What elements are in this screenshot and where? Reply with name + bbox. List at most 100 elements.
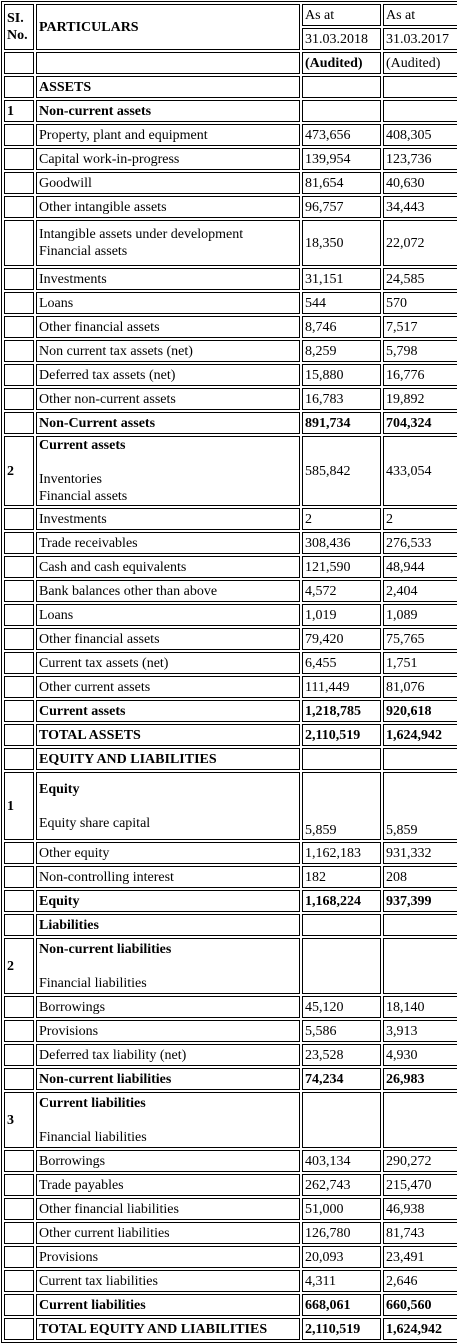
empty-cell [4,914,34,936]
table-row: Other financial assets 79,420 75,765 [4,628,457,650]
sl-number: 3 [4,1092,34,1148]
value-2017: 1,624,942 [383,1318,457,1340]
empty-cell [4,124,34,146]
value-2018: 544 [302,292,381,314]
header-row: SI. No. PARTICULARS As at As at [4,4,457,50]
header-row-3: (Audited) (Audited) [4,52,457,74]
table-row: Other financial liabilities 51,000 46,93… [4,1198,457,1220]
empty-cell [4,842,34,864]
table-row: Other current assets 111,449 81,076 [4,676,457,698]
table-row: Borrowings 403,134 290,272 [4,1150,457,1172]
value-2017: 23,491 [383,1246,457,1268]
value-2017: 920,618 [383,700,457,722]
table-row: Other financial assets 8,746 7,517 [4,316,457,338]
row-label: Other equity [36,842,300,864]
value-2017: 215,470 [383,1174,457,1196]
value-2017: 22,072 [383,220,457,266]
row-label: Other financial assets [36,316,300,338]
value-2017: 2 [383,508,457,530]
value-2017: 5,798 [383,340,457,362]
empty-cell [4,220,34,266]
value-2018: 139,954 [302,148,381,170]
empty-cell [383,100,457,122]
empty-cell [4,52,34,74]
value-2018: 79,420 [302,628,381,650]
row-label: Non-current liabilities [36,1068,300,1090]
empty-cell [4,292,34,314]
row-label: Other current assets [36,676,300,698]
empty-cell [4,364,34,386]
value-2018: 262,743 [302,1174,381,1196]
row-label: Other intangible assets [36,196,300,218]
table-row: Other non-current assets 16,783 19,892 [4,388,457,410]
table-row: Trade receivables 308,436 276,533 [4,532,457,554]
col-2017-audited: (Audited) [383,52,457,74]
value-2017: 26,983 [383,1068,457,1090]
row-label: Provisions [36,1246,300,1268]
value-2017: 48,944 [383,556,457,578]
table-row: Goodwill 81,654 40,630 [4,172,457,194]
row-label: Loans [36,292,300,314]
empty-cell [4,76,34,98]
table-row: Other current liabilities 126,780 81,743 [4,1222,457,1244]
value-2018: 308,436 [302,532,381,554]
table-row: Loans 544 570 [4,292,457,314]
table-row: 3 Current liabilities Financial liabilit… [4,1092,457,1148]
table-row: Deferred tax liability (net) 23,528 4,93… [4,1044,457,1066]
empty-cell [4,340,34,362]
empty-cell [4,1270,34,1292]
empty-cell [4,1068,34,1090]
value-2017: 16,776 [383,364,457,386]
col-2017-header-date: 31.03.2017 [383,28,457,50]
row-label: Goodwill [36,172,300,194]
empty-cell [4,196,34,218]
row-label: Current liabilities Financial liabilitie… [36,1092,300,1148]
sl-number: 1 [4,772,34,840]
value-2018: 2 [302,508,381,530]
empty-cell [4,148,34,170]
empty-cell [4,532,34,554]
value-2017: 75,765 [383,628,457,650]
row-label: Investments [36,508,300,530]
empty-cell [302,938,381,994]
empty-cell [302,100,381,122]
empty-cell [4,1222,34,1244]
value-2017: 433,054 [383,436,457,506]
value-2017: 1,089 [383,604,457,626]
table-row: 1 Equity Equity share capital 5,859 5,85… [4,772,457,840]
sl-number: 2 [4,938,34,994]
empty-cell [302,748,381,770]
total-row: TOTAL ASSETS 2,110,519 1,624,942 [4,724,457,746]
empty-cell [4,1020,34,1042]
subtotal-row: Current assets 1,218,785 920,618 [4,700,457,722]
value-2017: 937,399 [383,890,457,912]
table-row: Non-controlling interest 182 208 [4,866,457,888]
row-label: Loans [36,604,300,626]
empty-cell [4,676,34,698]
value-2017: 18,140 [383,996,457,1018]
value-2018: 182 [302,866,381,888]
table-row: Other intangible assets 96,757 34,443 [4,196,457,218]
value-2017: 81,743 [383,1222,457,1244]
value-2018: 6,455 [302,652,381,674]
row-label: Capital work-in-progress [36,148,300,170]
table-row: Investments 2 2 [4,508,457,530]
value-2017: 208 [383,866,457,888]
row-label: Current assets Inventories Financial ass… [36,436,300,506]
row-label: Trade receivables [36,532,300,554]
table-row: Other equity 1,162,183 931,332 [4,842,457,864]
value-2017: 704,324 [383,412,457,434]
table-row: Current tax assets (net) 6,455 1,751 [4,652,457,674]
empty-cell [383,914,457,936]
row-label: Equity Equity share capital [36,772,300,840]
row-label: Other financial assets [36,628,300,650]
row-label: Equity [36,890,300,912]
value-2018: 4,311 [302,1270,381,1292]
subsection-label: Current liabilities [39,1095,146,1111]
row-label-line1: Equity share capital [39,815,151,831]
empty-cell [4,316,34,338]
value-2018: 121,590 [302,556,381,578]
value-2018: 16,783 [302,388,381,410]
row-label: Non-controlling interest [36,866,300,888]
subsection-row: 1 Non-current assets [4,100,457,122]
